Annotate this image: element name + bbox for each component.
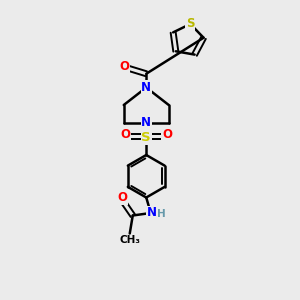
Text: O: O — [119, 61, 130, 74]
Text: N: N — [141, 116, 151, 129]
Text: N: N — [147, 206, 157, 220]
Text: O: O — [162, 128, 172, 142]
Text: S: S — [141, 131, 151, 144]
Text: O: O — [121, 128, 130, 142]
Text: S: S — [186, 17, 195, 31]
Text: CH₃: CH₃ — [119, 235, 140, 245]
Text: H: H — [157, 209, 166, 219]
Text: N: N — [141, 81, 151, 94]
Text: O: O — [117, 191, 127, 205]
